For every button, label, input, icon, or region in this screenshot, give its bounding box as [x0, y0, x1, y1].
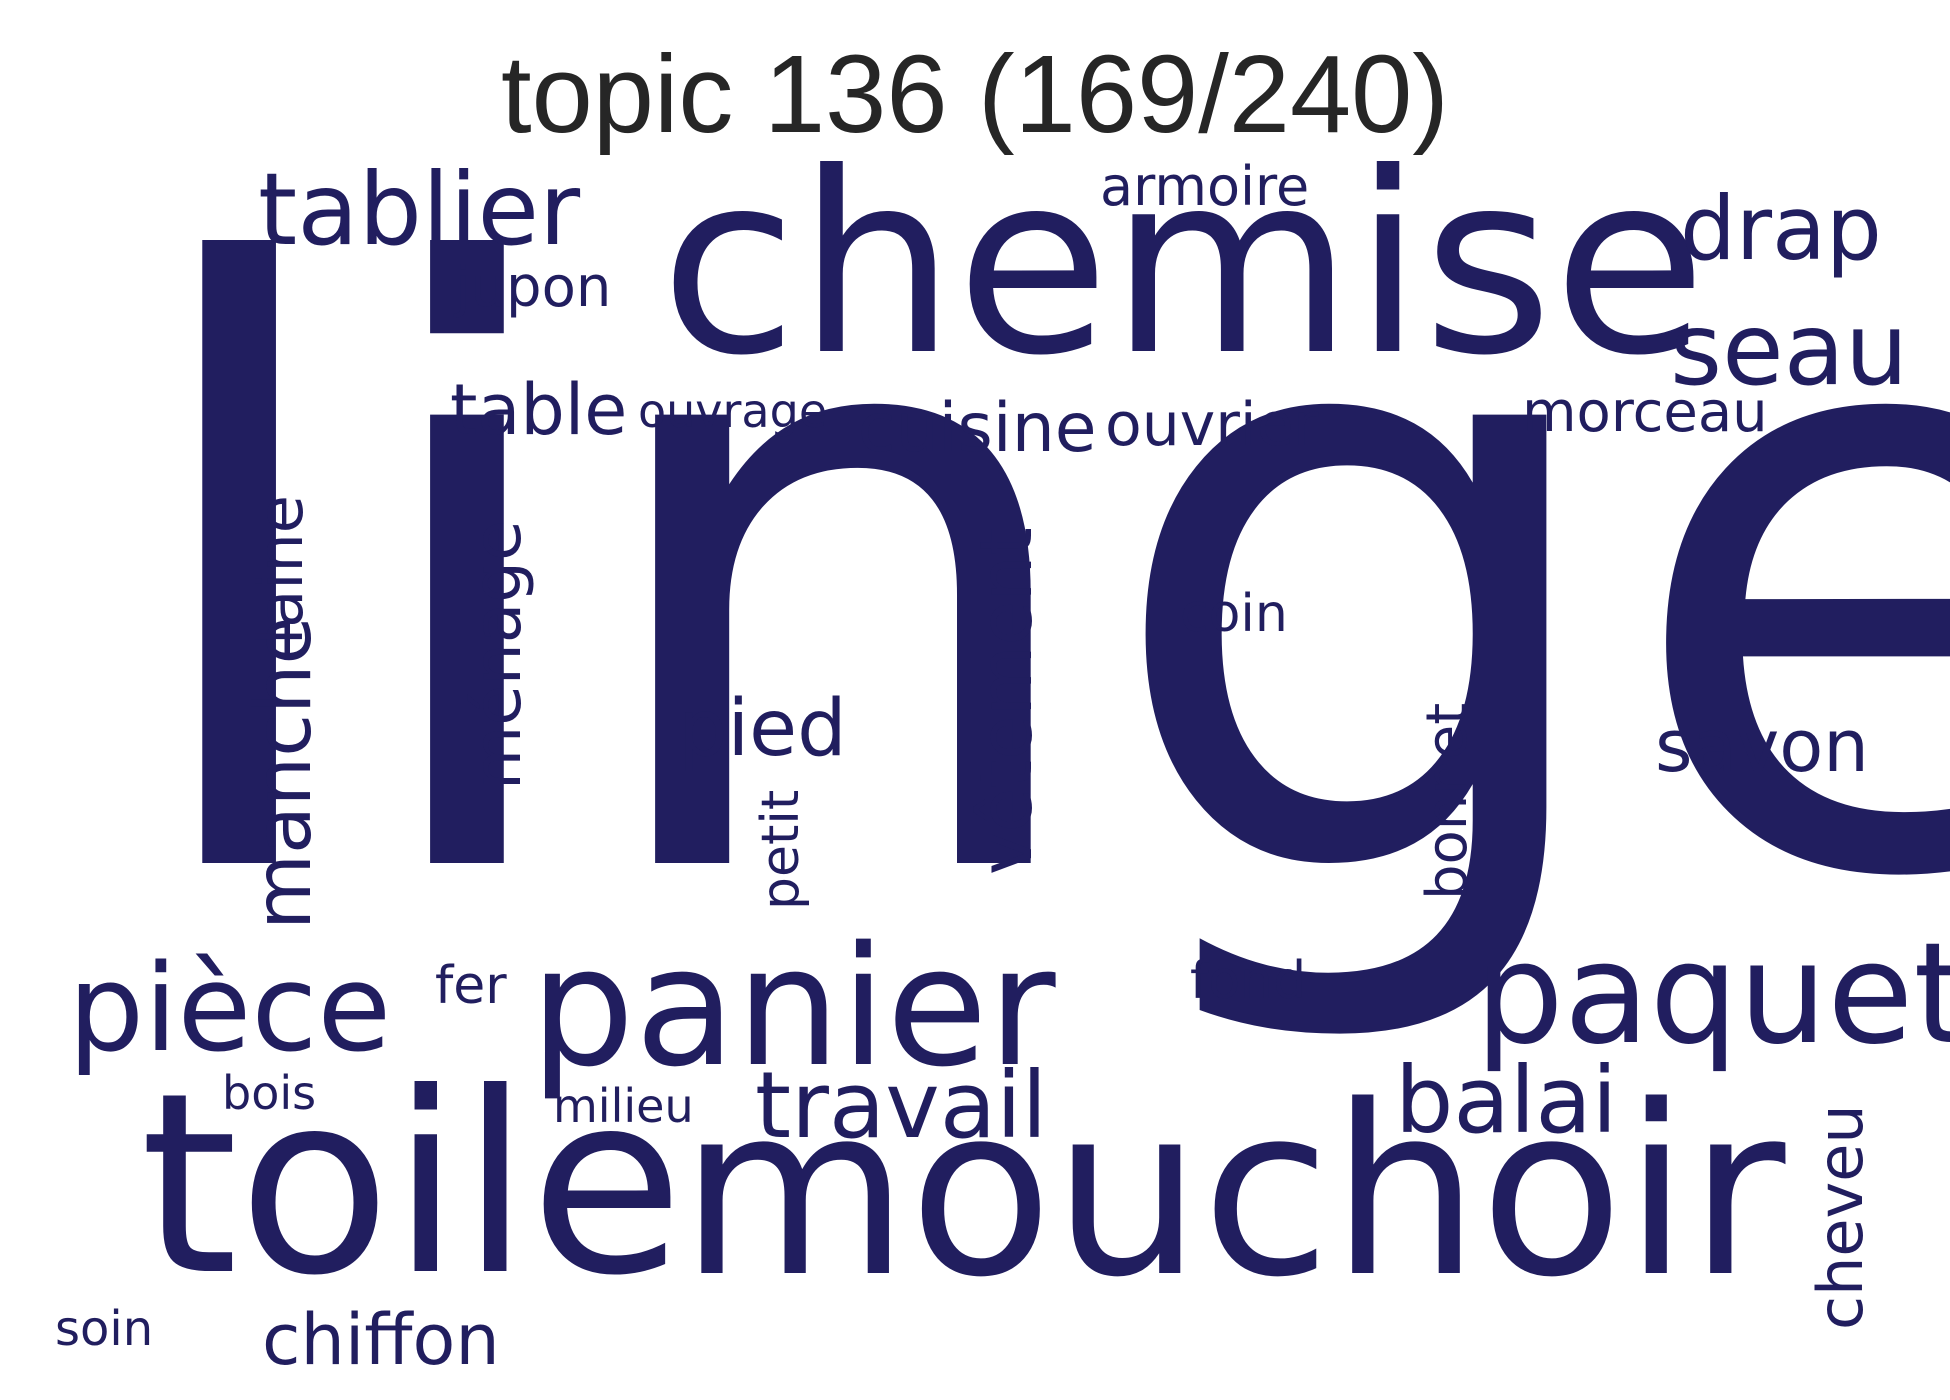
- word-cheveu: cheveu: [1804, 1104, 1877, 1330]
- word-paquet: paquet: [1475, 913, 1950, 1076]
- word-ouvrier: ouvrier: [1105, 390, 1319, 460]
- word-coin: coin: [1180, 584, 1288, 644]
- word-milieu: milieu: [553, 1079, 694, 1133]
- word-soin: soin: [55, 1301, 154, 1357]
- word-chiffon: chiffon: [262, 1299, 500, 1381]
- word-manche: manche: [239, 616, 329, 930]
- word-seau: seau: [1670, 291, 1909, 408]
- word-piece: pièce: [68, 940, 392, 1079]
- word-cuisine: cuisine: [858, 389, 1097, 468]
- word-mouchoir: mouchoir: [680, 1056, 1786, 1329]
- word-tablier: tablier: [258, 151, 581, 268]
- word-panier: panier: [530, 911, 1056, 1103]
- word-petit: petit: [751, 789, 811, 910]
- word-vetement: vêtement: [964, 527, 1048, 875]
- word-balai: balai: [1395, 1047, 1618, 1154]
- word-linge: linge: [125, 103, 1950, 1057]
- word-fer: fer: [435, 956, 507, 1016]
- word-drap: drap: [1680, 177, 1882, 280]
- word-jupon: jupon: [455, 255, 612, 320]
- word-fond: fond: [1190, 951, 1307, 1011]
- word-chemise: chemise: [660, 119, 1707, 410]
- word-bois: bois: [222, 1066, 317, 1120]
- word-table: table: [450, 369, 628, 451]
- word-morceau: morceau: [1522, 380, 1768, 445]
- word-pied: pied: [678, 684, 847, 774]
- chart-title: topic 136 (169/240): [501, 33, 1449, 156]
- word-toile: toile: [140, 1039, 684, 1330]
- word-armoire: armoire: [1100, 155, 1310, 218]
- word-travail: travail: [755, 1052, 1048, 1159]
- word-ouvrage: ouvrage: [638, 384, 828, 438]
- word-bonnet: bonnet: [1415, 702, 1480, 900]
- word-savon: savon: [1655, 704, 1869, 788]
- word-menage: ménage: [459, 520, 536, 790]
- word-laine: laine: [244, 495, 317, 645]
